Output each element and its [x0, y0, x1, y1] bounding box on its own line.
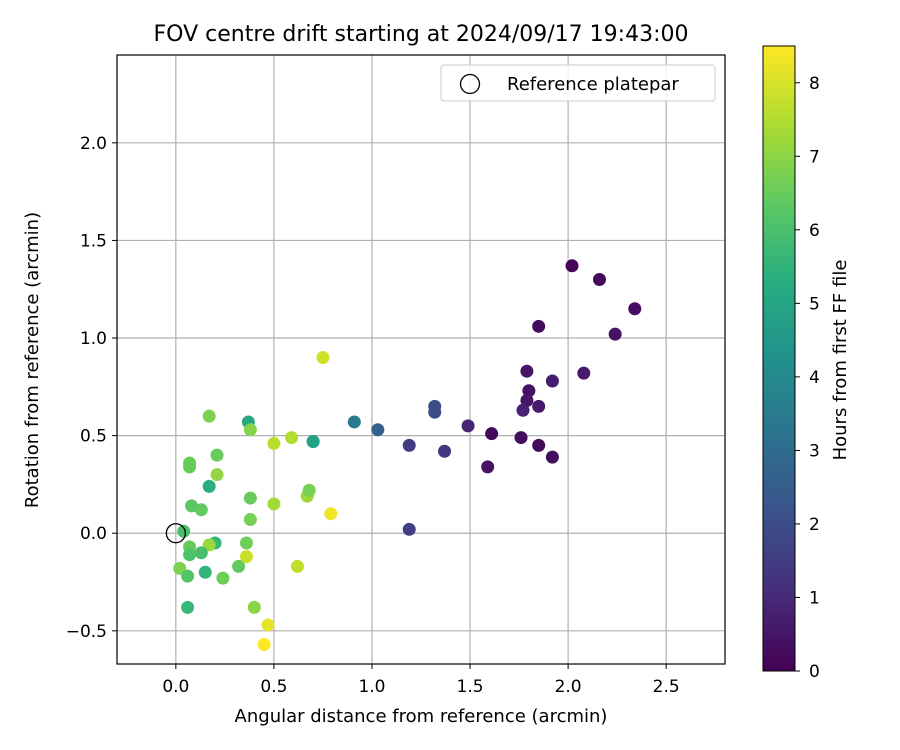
y-tick-label: 0.5 — [80, 427, 107, 447]
scatter-point — [183, 460, 197, 474]
scatter-point — [302, 483, 316, 497]
colorbar: 0 1 2 3 4 5 6 7 8 Hours from first FF file — [762, 45, 851, 682]
y-axis-label: Rotation from reference (arcmin) — [22, 212, 43, 508]
scatter-point — [485, 427, 499, 441]
scatter-point — [608, 327, 622, 341]
y-tick-label: −0.5 — [66, 622, 107, 642]
x-tick-label: 0.0 — [162, 677, 189, 697]
y-tick-label: 1.5 — [80, 231, 107, 251]
scatter-point — [232, 559, 246, 573]
scatter-point — [194, 546, 208, 560]
scatter-point — [628, 302, 642, 316]
x-tick-label: 0.5 — [260, 677, 287, 697]
legend-box — [440, 64, 716, 102]
colorbar-tick-label: 1 — [809, 588, 820, 608]
scatter-point — [267, 436, 281, 450]
scatter-point — [243, 423, 257, 437]
scatter-point — [194, 503, 208, 517]
scatter-point — [243, 513, 257, 527]
reference-marker — [165, 523, 186, 544]
scatter-point — [243, 491, 257, 505]
scatter-point — [545, 374, 559, 388]
colorbar-tick-label: 4 — [809, 368, 820, 388]
scatter-point — [532, 399, 546, 413]
plot-frame — [116, 54, 726, 665]
colorbar-gradient — [762, 45, 796, 672]
scatter-point — [181, 600, 195, 614]
scatter-point — [267, 497, 281, 511]
reference-platepar-marker — [165, 523, 186, 544]
scatter-point — [577, 366, 591, 380]
colorbar-tick-label: 6 — [809, 221, 820, 241]
scatter-point — [257, 637, 271, 651]
scatter-point — [461, 419, 475, 433]
colorbar-tick-label: 8 — [809, 74, 820, 94]
scatter-point — [290, 559, 304, 573]
scatter-point — [522, 384, 536, 398]
y-axis-ticks: −0.5 0.0 0.5 1.0 1.5 2.0 — [66, 134, 117, 642]
scatter-point — [481, 460, 495, 474]
scatter-point — [261, 618, 275, 632]
colorbar-ticks: 0 1 2 3 4 5 6 7 8 — [795, 74, 820, 682]
scatter-point — [532, 319, 546, 333]
x-tick-label: 2.5 — [653, 677, 680, 697]
scatter-point — [198, 565, 212, 579]
scatter-point — [247, 600, 261, 614]
x-tick-label: 1.5 — [457, 677, 484, 697]
scatter-point — [316, 351, 330, 365]
legend-reference-marker — [459, 73, 481, 95]
colorbar-tick-label: 5 — [809, 294, 820, 314]
scatter-point — [285, 431, 299, 445]
scatter-point — [181, 569, 195, 583]
x-axis-label: Angular distance from reference (arcmin) — [235, 706, 608, 727]
colorbar-tick-label: 7 — [809, 147, 820, 167]
legend-label-reference: Reference platepar — [507, 74, 679, 95]
y-tick-label: 2.0 — [80, 134, 107, 154]
x-tick-label: 1.0 — [358, 677, 385, 697]
y-tick-label: 1.0 — [80, 329, 107, 349]
colorbar-tick-label: 0 — [809, 662, 820, 682]
scatter-point — [202, 409, 216, 423]
colorbar-tick-label: 2 — [809, 515, 820, 535]
scatter-point — [239, 536, 253, 550]
scatter-point — [514, 431, 528, 445]
scatter-point — [520, 393, 534, 407]
scatter-point — [428, 399, 442, 413]
scatter-point — [347, 415, 361, 429]
scatter-point — [545, 450, 559, 464]
colorbar-label: Hours from first FF file — [830, 260, 851, 461]
colorbar-tick-label: 3 — [809, 441, 820, 461]
scatter-point — [202, 479, 216, 493]
x-tick-label: 2.0 — [555, 677, 582, 697]
scatter-point — [438, 444, 452, 458]
scatter-point — [532, 438, 546, 452]
scatter-point — [306, 434, 320, 448]
scatter-point — [210, 468, 224, 482]
scatter-point — [210, 448, 224, 462]
scatter-point — [402, 438, 416, 452]
scatter-point — [402, 522, 416, 536]
scatter-point — [371, 423, 385, 437]
scatter-point — [520, 364, 534, 378]
chart-title: FOV centre drift starting at 2024/09/17 … — [154, 22, 689, 47]
scatter-point — [565, 259, 579, 273]
scatter-point — [592, 272, 606, 286]
legend: Reference platepar — [440, 64, 716, 102]
y-tick-label: 0.0 — [80, 524, 107, 544]
scatter-point — [516, 403, 530, 417]
scatter-point — [177, 524, 191, 538]
scatter-point — [216, 571, 230, 585]
x-axis-ticks: 0.0 0.5 1.0 1.5 2.0 2.5 — [162, 664, 680, 697]
data-points — [173, 259, 642, 651]
scatter-point — [324, 507, 338, 521]
scatter-point — [185, 499, 199, 513]
scatter-point — [239, 550, 253, 564]
grid-lines — [117, 55, 725, 664]
scatter-point — [183, 548, 197, 562]
